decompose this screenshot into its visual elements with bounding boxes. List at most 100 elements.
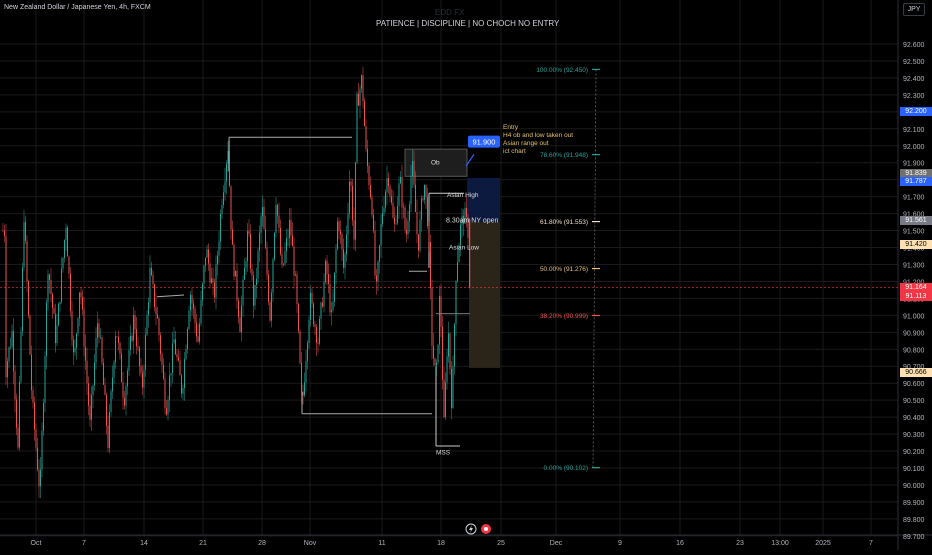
candle-body	[4, 230, 5, 236]
candle-body	[97, 323, 98, 338]
candle-body	[25, 222, 26, 241]
candle-body	[206, 249, 208, 258]
x-tick-label: 14	[140, 540, 148, 547]
candle-body	[139, 347, 140, 367]
candle-body	[235, 270, 236, 277]
candle-body	[373, 214, 374, 231]
candle-body	[85, 346, 86, 361]
candle-body	[319, 318, 320, 344]
candle-body	[452, 366, 454, 408]
y-tick-label: 90.600	[903, 381, 925, 388]
candle-body	[77, 318, 79, 334]
candle-body	[92, 385, 94, 395]
ob-label: Ob	[431, 160, 440, 167]
candle-body	[382, 213, 383, 225]
candle-body	[329, 283, 331, 313]
candle-body	[10, 346, 11, 348]
lightning-icon[interactable]	[465, 522, 477, 535]
candle-body	[197, 336, 199, 342]
y-tick-label: 92.300	[903, 93, 925, 100]
candle-body	[131, 335, 133, 341]
candle-body	[145, 334, 146, 370]
candle-body	[464, 208, 466, 224]
candle-body	[364, 101, 365, 126]
price-tag: 91.113	[900, 291, 932, 301]
candle-body	[256, 278, 257, 286]
candle-body	[98, 323, 100, 338]
candle-body	[49, 274, 50, 280]
candle-body	[50, 279, 52, 294]
candle-body	[427, 196, 428, 226]
candle-body	[392, 202, 394, 218]
candle-body	[262, 206, 263, 217]
price-tag: 91.420	[900, 239, 932, 249]
ny-open-label: 8.30am NY open	[446, 217, 499, 224]
candle-body	[449, 333, 451, 369]
candle-body	[53, 308, 55, 314]
price-tag: 91.164	[900, 283, 932, 293]
candle-body	[350, 181, 352, 186]
candle-body	[52, 293, 53, 309]
chart-annotation-title: PATIENCE | DISCIPLINE | NO CHOCH NO ENTR…	[376, 19, 560, 28]
candle-body	[226, 163, 227, 182]
candle-body	[232, 229, 233, 245]
candle-body	[121, 353, 122, 382]
candle-body	[308, 319, 310, 343]
y-tick-label: 92.000	[903, 144, 925, 151]
candle-body	[70, 273, 71, 312]
entry-note: ict chart	[503, 148, 526, 155]
candle-body	[287, 237, 289, 239]
candle-body	[344, 254, 346, 268]
candle-body	[106, 395, 107, 426]
candle-body	[433, 345, 434, 359]
candle-body	[74, 347, 76, 353]
candle-body	[230, 186, 232, 230]
candle-body	[259, 232, 260, 251]
y-tick-label: 92.100	[903, 127, 925, 134]
candle-body	[338, 221, 340, 231]
candle-body	[253, 275, 254, 306]
candle-body	[164, 378, 166, 409]
candle-body	[178, 357, 179, 361]
candle-body	[418, 234, 419, 251]
candle-body	[260, 216, 262, 233]
fib-level-label: 0.00% (90.102)	[544, 465, 588, 472]
candle-body	[250, 233, 251, 269]
candle-body	[377, 261, 379, 282]
candle-body	[38, 469, 40, 487]
x-tick-label: 28	[258, 540, 266, 547]
candle-body	[457, 262, 458, 281]
y-tick-label: 91.400	[903, 246, 925, 253]
candle-body	[310, 292, 311, 320]
candle-body	[238, 300, 239, 318]
candle-body	[316, 326, 317, 343]
candle-body	[284, 251, 286, 264]
y-tick-label: 91.500	[903, 229, 925, 236]
candle-body	[346, 234, 347, 255]
candle-body	[56, 325, 58, 344]
candle-body	[386, 177, 388, 192]
symbol-title: New Zealand Dollar / Japanese Yen, 4h, F…	[4, 4, 151, 11]
candle-body	[448, 333, 449, 357]
candle-body	[434, 358, 436, 366]
candle-body	[112, 377, 113, 392]
candle-body	[95, 337, 97, 363]
record-icon[interactable]	[480, 522, 492, 534]
candle-body	[422, 198, 424, 200]
candle-body	[272, 259, 274, 293]
currency-button[interactable]: JPY	[903, 3, 925, 16]
candle-body	[340, 230, 341, 235]
candle-body	[328, 274, 329, 284]
candle-body	[128, 349, 130, 371]
y-tick-label: 91.700	[903, 195, 925, 202]
candle-body	[61, 268, 62, 302]
candle-body	[415, 184, 416, 212]
candle-body	[323, 281, 325, 307]
y-tick-label: 90.500	[903, 398, 925, 405]
candle-body	[154, 284, 155, 307]
candle-body	[365, 125, 367, 149]
y-tick-label: 91.900	[903, 161, 925, 168]
candle-body	[109, 412, 110, 448]
